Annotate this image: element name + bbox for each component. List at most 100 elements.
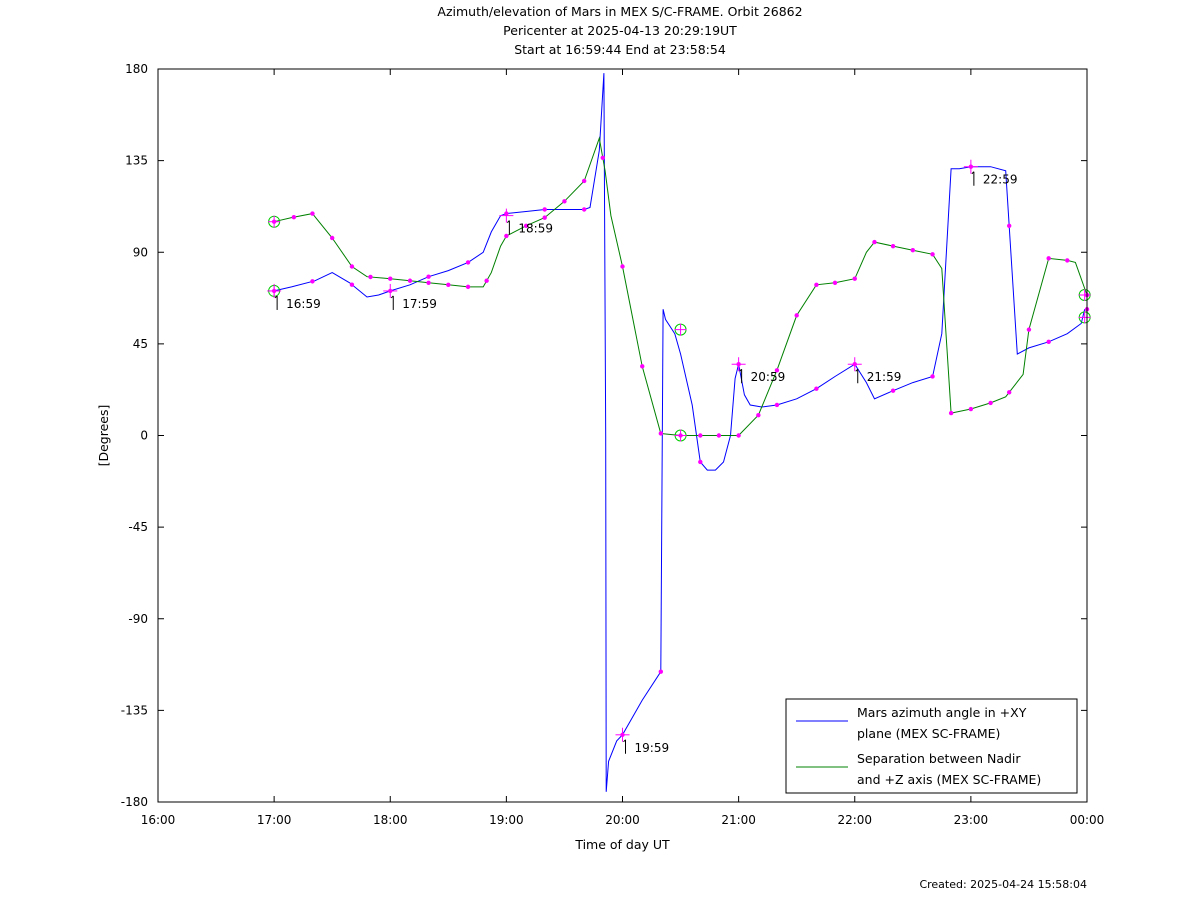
time-label-tick bbox=[390, 295, 394, 299]
time-label: 20:59 bbox=[751, 370, 786, 384]
x-tick-label: 21:00 bbox=[721, 813, 756, 827]
legend-box bbox=[785, 698, 1078, 794]
data-marker-dot bbox=[426, 280, 431, 285]
created-timestamp: Created: 2025-04-24 15:58:04 bbox=[919, 878, 1087, 891]
marker-layer bbox=[267, 155, 1091, 742]
plot-frame bbox=[157, 68, 1088, 803]
data-marker-dot bbox=[581, 207, 587, 212]
data-marker-dot bbox=[1046, 339, 1051, 345]
time-label: 18:59 bbox=[518, 222, 553, 236]
data-marker-dot bbox=[484, 278, 489, 283]
data-marker-dot bbox=[756, 412, 761, 418]
data-marker-dot bbox=[426, 274, 431, 279]
data-marker-dot bbox=[600, 155, 605, 160]
series-line-2 bbox=[273, 136, 1088, 436]
data-marker-dot bbox=[329, 235, 335, 241]
data-marker-dot bbox=[716, 433, 722, 438]
x-tick-label: 22:00 bbox=[837, 813, 872, 827]
data-marker-dot bbox=[794, 313, 799, 318]
data-marker-dot bbox=[291, 214, 297, 220]
data-marker-dot bbox=[988, 400, 993, 406]
y-tick-label: 90 bbox=[133, 245, 148, 259]
y-tick-label: -45 bbox=[128, 520, 148, 534]
data-marker-dot bbox=[620, 264, 625, 269]
data-marker-dot bbox=[349, 282, 355, 287]
data-marker-dot bbox=[968, 406, 974, 412]
y-tick-label: 180 bbox=[125, 62, 148, 76]
data-marker-dot bbox=[852, 276, 857, 281]
y-tick-label: -180 bbox=[121, 795, 148, 809]
data-marker-dot bbox=[930, 374, 935, 379]
legend-label: and +Z axis (MEX SC-FRAME) bbox=[857, 772, 1041, 787]
data-marker-dot bbox=[465, 284, 471, 290]
data-marker-dot bbox=[658, 431, 664, 436]
data-marker-dot bbox=[1065, 258, 1070, 263]
time-label: 17:59 bbox=[402, 297, 437, 311]
chart-title-line-3: Start at 16:59:44 End at 23:58:54 bbox=[514, 42, 726, 57]
legend-label: plane (MEX SC-FRAME) bbox=[857, 726, 1000, 741]
legend-label: Mars azimuth angle in +XY bbox=[857, 705, 1027, 720]
data-marker-dot bbox=[814, 282, 819, 288]
time-label-tick bbox=[855, 368, 859, 372]
legend-label: Separation between Nadir bbox=[857, 751, 1021, 766]
x-tick-label: 19:00 bbox=[489, 813, 524, 827]
data-marker-dot bbox=[562, 199, 567, 204]
data-marker-dot bbox=[890, 388, 896, 393]
chart-title-line-2: Pericenter at 2025-04-13 20:29:19UT bbox=[503, 23, 737, 38]
y-tick-label: 135 bbox=[125, 154, 148, 168]
data-marker-dot bbox=[658, 669, 664, 674]
data-marker-dot bbox=[310, 211, 315, 216]
x-tick-label: 17:00 bbox=[257, 813, 292, 827]
data-marker-dot bbox=[774, 368, 780, 373]
data-marker-dot bbox=[814, 386, 819, 391]
data-marker-dot bbox=[1006, 223, 1012, 228]
y-tick-label: 45 bbox=[133, 337, 148, 351]
time-label-layer: 16:59 17:59 18:59 19:59 20:59 21:59 22:59 bbox=[274, 171, 1018, 755]
data-marker-dot bbox=[523, 223, 529, 228]
chart-svg: 16:59 17:59 18:59 19:59 20:59 21:59 22:59 16:0… bbox=[96, 62, 1105, 852]
y-tick-label: 0 bbox=[140, 429, 148, 443]
data-marker-dot bbox=[310, 279, 315, 284]
chart-title-line-1: Azimuth/elevation of Mars in MEX S/C-FRA… bbox=[437, 4, 803, 19]
data-marker-dot bbox=[698, 433, 703, 438]
time-label: 19:59 bbox=[635, 741, 670, 755]
data-marker-dot bbox=[581, 178, 587, 184]
data-marker-dot bbox=[930, 252, 935, 257]
data-marker-dot bbox=[349, 264, 355, 269]
time-label-tick bbox=[971, 171, 975, 175]
axis-layer: 16:00 17:00 18:00 19:00 20:00 21:00 22:00 23:00… bbox=[121, 62, 1105, 827]
y-tick-label: -135 bbox=[121, 703, 148, 717]
data-marker-dot bbox=[368, 274, 373, 280]
x-tick-label: 18:00 bbox=[373, 813, 408, 827]
data-marker-dot bbox=[948, 410, 954, 416]
data-marker-dot bbox=[890, 243, 896, 249]
x-tick-label: 16:00 bbox=[141, 813, 176, 827]
data-marker-dot bbox=[542, 207, 547, 212]
time-label-tick bbox=[623, 739, 626, 743]
x-tick-label: 20:00 bbox=[605, 813, 640, 827]
series-line-1 bbox=[273, 73, 1086, 792]
y-tick-label: -90 bbox=[128, 612, 148, 626]
time-label: 21:59 bbox=[867, 370, 902, 384]
data-marker-dot bbox=[504, 233, 509, 239]
data-marker-dot bbox=[465, 260, 471, 265]
data-marker-dot bbox=[910, 248, 916, 253]
legend: Mars azimuth angle in +XY plane (MEX SC-F… bbox=[785, 698, 1078, 794]
data-marker-dot bbox=[640, 364, 645, 369]
data-marker-dot bbox=[1046, 256, 1051, 261]
data-marker-dot bbox=[542, 215, 547, 220]
time-label-tick bbox=[739, 368, 742, 372]
time-label: 22:59 bbox=[983, 173, 1018, 187]
data-marker-dot bbox=[1006, 390, 1012, 395]
y-axis-label: [Degrees] bbox=[96, 405, 111, 467]
data-marker-dot bbox=[407, 278, 413, 283]
time-label-tick bbox=[507, 220, 510, 223]
x-axis-label: Time of day UT bbox=[574, 837, 670, 852]
time-label-tick bbox=[274, 295, 278, 299]
data-marker-dot bbox=[388, 276, 393, 281]
time-label: 16:59 bbox=[286, 297, 321, 311]
data-marker-dot bbox=[736, 433, 741, 438]
data-marker-dot bbox=[698, 459, 703, 465]
data-marker-dot bbox=[774, 402, 780, 408]
x-tick-label: 00:00 bbox=[1070, 813, 1105, 827]
